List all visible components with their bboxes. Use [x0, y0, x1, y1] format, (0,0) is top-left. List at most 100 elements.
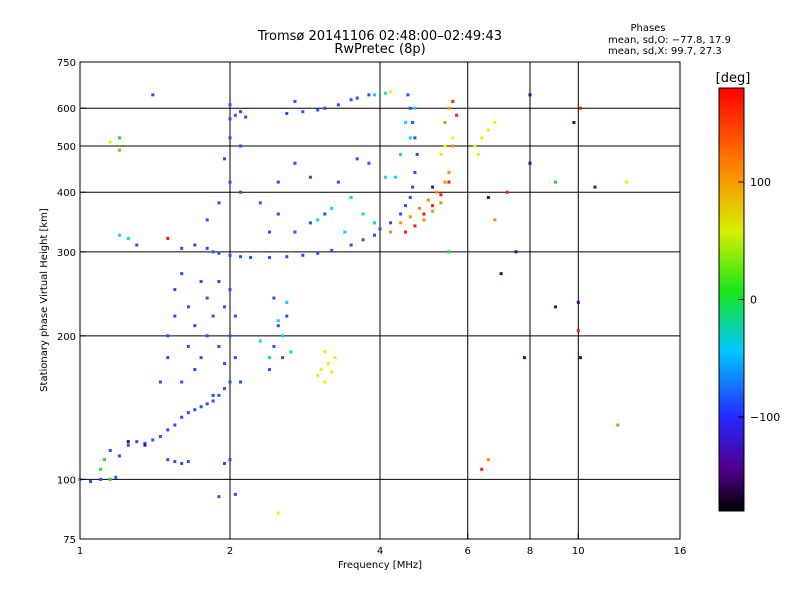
data-point [186, 411, 190, 415]
data-point [399, 152, 403, 156]
data-point [422, 212, 426, 216]
data-point [505, 190, 509, 194]
data-point [108, 448, 112, 452]
data-point [151, 438, 155, 442]
data-point [399, 221, 403, 225]
data-point [553, 180, 557, 184]
data-point [403, 204, 407, 208]
data-point [166, 356, 170, 360]
y-tick-label: 200 [57, 332, 76, 343]
data-point [493, 218, 497, 222]
data-point [406, 93, 410, 97]
data-point [223, 461, 227, 465]
data-point [499, 272, 503, 276]
data-point [422, 218, 426, 222]
data-point [117, 148, 121, 152]
data-point [239, 255, 243, 259]
data-point [244, 115, 248, 119]
data-point [158, 380, 162, 384]
data-point [114, 475, 118, 479]
data-point [117, 454, 121, 458]
data-point [239, 190, 243, 194]
data-point [333, 356, 337, 360]
data-point [439, 201, 443, 205]
data-point [447, 250, 451, 254]
data-point [108, 477, 112, 481]
data-point [228, 180, 232, 184]
data-point [349, 98, 353, 102]
data-point [276, 324, 280, 328]
data-point [616, 423, 620, 427]
data-point [173, 460, 177, 464]
data-point [576, 329, 580, 333]
data-point [439, 152, 443, 156]
data-point [451, 144, 455, 148]
data-point [228, 253, 232, 257]
data-point [126, 236, 130, 240]
data-point [383, 91, 387, 95]
data-point [330, 248, 334, 252]
data-point [158, 435, 162, 439]
y-tick-label: 600 [57, 104, 76, 115]
data-point [135, 243, 139, 247]
data-point [239, 144, 243, 148]
data-point [443, 180, 447, 184]
colorbar-tick-label: 100 [750, 176, 771, 189]
data-point [267, 230, 271, 234]
data-point [403, 230, 407, 234]
data-point [389, 90, 393, 94]
colorbar-label: [deg] [716, 71, 751, 86]
data-point [276, 212, 280, 216]
data-point [239, 110, 243, 114]
data-point [217, 201, 221, 205]
y-axis-label: Stationary phase Virtual Height [km] [39, 208, 50, 392]
data-point [417, 206, 421, 210]
data-point [389, 230, 393, 234]
data-point [205, 402, 209, 406]
data-point [486, 458, 490, 462]
data-point [228, 117, 232, 121]
data-point [408, 215, 412, 219]
data-point [316, 108, 320, 112]
data-point [228, 380, 232, 384]
data-point [233, 356, 237, 360]
data-point [103, 458, 107, 462]
data-point [431, 209, 435, 213]
data-point [514, 250, 518, 254]
data-point [447, 180, 451, 184]
data-point [89, 479, 93, 483]
data-point [301, 253, 305, 257]
data-point [233, 492, 237, 496]
stats-line-o: mean, sd,O: −77.8, 17.9 [608, 35, 731, 46]
data-point [355, 157, 359, 161]
data-point [205, 218, 209, 222]
data-point [223, 387, 227, 391]
data-point [285, 314, 289, 318]
data-point [293, 161, 297, 165]
data-point [336, 180, 340, 184]
data-point [117, 136, 121, 140]
data-point [180, 380, 184, 384]
data-point [367, 161, 371, 165]
data-point [367, 93, 371, 97]
x-tick-label: 4 [377, 546, 383, 557]
data-point [415, 152, 419, 156]
data-point [276, 511, 280, 515]
data-point [193, 324, 197, 328]
data-point [439, 193, 443, 197]
data-point [373, 221, 377, 225]
data-point [408, 136, 412, 140]
data-point [199, 279, 203, 283]
data-point [205, 334, 209, 338]
data-point [289, 350, 293, 354]
data-point [435, 190, 439, 194]
data-point [223, 157, 227, 161]
data-point [443, 144, 447, 148]
data-point [166, 236, 170, 240]
data-point [217, 251, 221, 255]
data-point [476, 152, 480, 156]
data-point [486, 128, 490, 132]
data-point [285, 300, 289, 304]
data-point [211, 399, 215, 403]
data-point [593, 185, 597, 189]
